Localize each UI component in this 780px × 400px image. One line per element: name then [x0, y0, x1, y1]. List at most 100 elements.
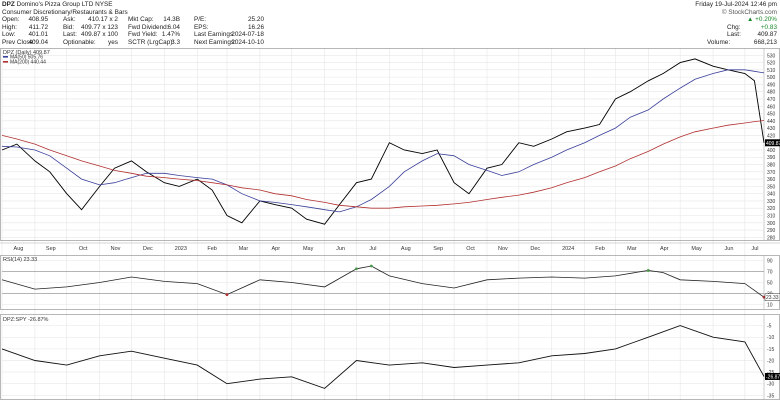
y-tick-label: -5	[767, 324, 772, 330]
quote-value: 1.47%	[161, 31, 180, 39]
ratio-last-marker	[765, 372, 780, 380]
y-tick-label: 420	[767, 133, 776, 139]
quote-value: 409.04	[28, 38, 48, 46]
last-value: 409.87	[757, 31, 777, 39]
x-tick-label: Mar	[239, 246, 249, 252]
quote-label: SCTR (LrgCap):	[128, 38, 175, 46]
volume-label: Volume:	[707, 38, 731, 46]
quote-value: 409.77 x 123	[81, 23, 118, 31]
quote-label: High:	[2, 23, 17, 31]
quote-value: 401.01	[28, 31, 48, 39]
y-tick-label: 440	[767, 119, 776, 125]
y-tick-label: 510	[767, 68, 776, 74]
x-tick-label: Jun	[725, 246, 734, 252]
x-tick-label: 2024	[562, 246, 574, 252]
x-tick-label: Sep	[433, 246, 443, 252]
y-tick-label: 290	[767, 228, 776, 234]
rsi-oversold-marker	[225, 293, 229, 296]
last-price-label: 409.87	[766, 141, 780, 147]
quote-label: Bid:	[63, 23, 75, 31]
price-panel-title: DPZ (Daily) 409.87	[3, 50, 50, 56]
y-tick-label: 480	[767, 90, 776, 96]
y-tick-label: 300	[767, 221, 776, 227]
x-tick-label: Apr	[660, 246, 669, 252]
quote-label: Fwd Yield:	[128, 31, 158, 39]
legend-label-ma50: MA(50) 505.76	[10, 55, 43, 61]
x-tick-label: Aug	[14, 246, 24, 252]
y-tick-label: -10	[767, 335, 774, 341]
x-tick-label: Apr	[272, 246, 281, 252]
quote-label: Low:	[2, 31, 16, 39]
x-tick-label: Feb	[207, 246, 216, 252]
last-price-marker	[765, 139, 780, 147]
rsi-overbought-marker	[646, 269, 650, 272]
y-tick-label: 70	[767, 270, 773, 276]
x-tick-label: Oct	[79, 246, 88, 252]
y-tick-label: 380	[767, 163, 776, 169]
y-tick-label: 520	[767, 61, 776, 67]
y-tick-label: 320	[767, 206, 776, 212]
y-tick-label: 310	[767, 214, 776, 220]
quote-date: Friday 19-Jul-2024 12:46 pm	[695, 1, 777, 8]
y-tick-label: 390	[767, 155, 776, 161]
exchange: NYSE	[95, 1, 113, 8]
quote-value: 411.72	[28, 23, 48, 31]
y-tick-label: 330	[767, 199, 776, 205]
y-tick-label: -30	[767, 382, 774, 388]
ma200-line	[1, 120, 765, 209]
chart-header: DPZ Domino's Pizza Group LTD NYSE Consum…	[0, 0, 780, 48]
y-tick-label: -15	[767, 347, 774, 353]
x-tick-label: Mar	[627, 246, 637, 252]
quote-value: 408.95	[28, 16, 48, 24]
quote-column-3: Mkt Cap: 14.3B Fwd Dividend: 6.04 Fwd Yiel…	[128, 16, 180, 46]
rsi-overbought-marker	[369, 264, 373, 268]
x-tick-label: Jun	[336, 246, 345, 252]
symbol: DPZ	[2, 1, 15, 8]
quote-label: P/E:	[194, 16, 207, 24]
x-tick-label: Jul	[369, 246, 376, 252]
quote-value: 3.3	[171, 38, 180, 46]
quote-label: Next Earnings:	[194, 38, 236, 46]
last-label: Last:	[727, 31, 741, 39]
y-tick-label: 400	[767, 148, 776, 154]
quote-label: Optionable:	[63, 38, 96, 46]
x-tick-label: Aug	[401, 246, 411, 252]
change-percent-value: +0.20%	[755, 16, 777, 24]
y-tick-label: 470	[767, 97, 776, 103]
quote-label: Mkt Cap:	[128, 16, 154, 24]
y-tick-label: 460	[767, 104, 776, 110]
rsi-overbought-marker	[355, 267, 358, 271]
ratio-line	[1, 325, 765, 389]
y-tick-label: 450	[767, 112, 776, 118]
x-tick-label: Oct	[466, 246, 475, 252]
ratio-panel-frame	[0, 314, 780, 400]
quote-value: 16.26	[248, 23, 264, 31]
quote-label: Open:	[2, 16, 20, 24]
y-tick-label: 360	[767, 177, 776, 183]
x-tick-label: May	[303, 246, 314, 252]
stock-chart: Aug Sep Oct Nov Dec 2023 Feb Mar Apr May Jun Jul Aug…	[0, 48, 780, 400]
y-tick-label: 10	[767, 303, 773, 309]
sector-label: Consumer Discretionary/Restaurants & Bar…	[2, 8, 128, 16]
y-tick-label: 530	[767, 53, 776, 59]
y-tick-label: 280	[767, 235, 776, 241]
quote-column-2: Ask: 410.17 x 2 Bid: 409.77 x 123 Last: 409…	[63, 16, 118, 46]
chg-label: Chg:	[727, 23, 741, 31]
x-tick-label: Feb	[595, 246, 604, 252]
x-tick-label: Dec	[530, 246, 540, 252]
quote-value: yes	[108, 38, 118, 46]
x-tick-label: Dec	[143, 246, 153, 252]
quote-value: 2024-07-18	[231, 31, 264, 39]
quote-column-4: P/E: 25.20 EPS: 16.26 Last Earnings: 2024-0…	[194, 16, 264, 46]
ratio-last-label: -26.87	[766, 374, 780, 380]
ma50-line	[1, 69, 765, 213]
chg-value: +0.83	[760, 23, 777, 31]
y-tick-label: -20	[767, 358, 774, 364]
quote-label: Last:	[63, 31, 77, 39]
x-tick-label: Sep	[46, 246, 56, 252]
legend-swatch-ma200	[3, 61, 8, 63]
quote-value: 25.20	[248, 16, 264, 24]
y-tick-label: 50	[767, 281, 773, 287]
y-tick-label: 430	[767, 126, 776, 132]
rsi-last-label: 23.33	[766, 295, 779, 301]
